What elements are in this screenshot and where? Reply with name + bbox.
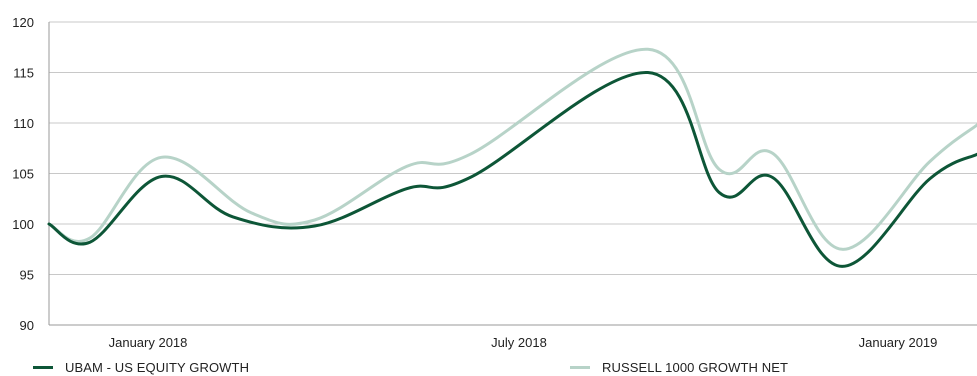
x-tick-label: January 2018 bbox=[109, 335, 188, 350]
x-axis-tick-labels: January 2018 July 2018 January 2019 bbox=[109, 335, 938, 350]
legend-label-series-2: RUSSELL 1000 GROWTH NET bbox=[602, 360, 789, 375]
y-tick-label: 100 bbox=[12, 217, 34, 232]
chart-gridlines bbox=[48, 21, 977, 326]
y-tick-label: 95 bbox=[20, 268, 34, 283]
x-tick-label: July 2018 bbox=[491, 335, 547, 350]
y-tick-label: 90 bbox=[20, 318, 34, 333]
y-tick-label: 105 bbox=[12, 167, 34, 182]
y-tick-label: 120 bbox=[12, 15, 34, 30]
legend-item-series-1: UBAM - US EQUITY GROWTH bbox=[33, 360, 249, 375]
y-tick-label: 110 bbox=[13, 116, 34, 131]
chart-series-lines bbox=[47, 47, 977, 268]
series-line-1 bbox=[47, 70, 977, 268]
chart-legend: UBAM - US EQUITY GROWTH RUSSELL 1000 GRO… bbox=[0, 360, 977, 376]
series-line-2 bbox=[47, 47, 977, 251]
legend-swatch-series-1 bbox=[33, 366, 53, 369]
legend-label-series-1: UBAM - US EQUITY GROWTH bbox=[65, 360, 250, 375]
y-tick-label: 115 bbox=[13, 66, 34, 81]
y-axis-tick-labels: 90 95 100 105 110 115 120 bbox=[12, 15, 34, 333]
legend-swatch-series-2 bbox=[570, 366, 590, 369]
x-tick-label: January 2019 bbox=[859, 335, 938, 350]
legend-item-series-2: RUSSELL 1000 GROWTH NET bbox=[570, 360, 788, 375]
